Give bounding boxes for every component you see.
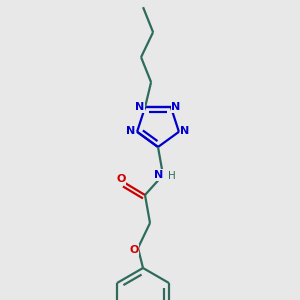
- Text: O: O: [129, 245, 139, 255]
- Text: N: N: [171, 102, 181, 112]
- Text: H: H: [168, 171, 176, 181]
- Text: N: N: [154, 170, 164, 180]
- Text: O: O: [116, 174, 126, 184]
- Text: N: N: [135, 102, 145, 112]
- Text: N: N: [127, 126, 136, 136]
- Text: N: N: [180, 126, 190, 136]
